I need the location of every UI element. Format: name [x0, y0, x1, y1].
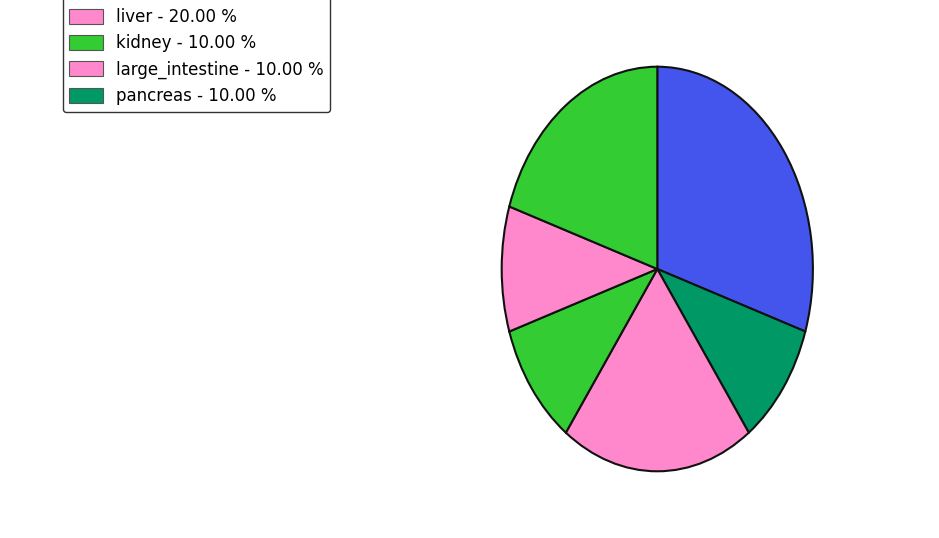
- Wedge shape: [501, 207, 657, 331]
- Wedge shape: [657, 269, 806, 433]
- Wedge shape: [509, 269, 657, 433]
- Wedge shape: [509, 67, 657, 269]
- Wedge shape: [566, 269, 748, 471]
- Wedge shape: [657, 67, 813, 331]
- Legend: breast - 30.00 %, endometrium - 20.00 %, liver - 20.00 %, kidney - 10.00 %, larg: breast - 30.00 %, endometrium - 20.00 %,…: [63, 0, 331, 112]
